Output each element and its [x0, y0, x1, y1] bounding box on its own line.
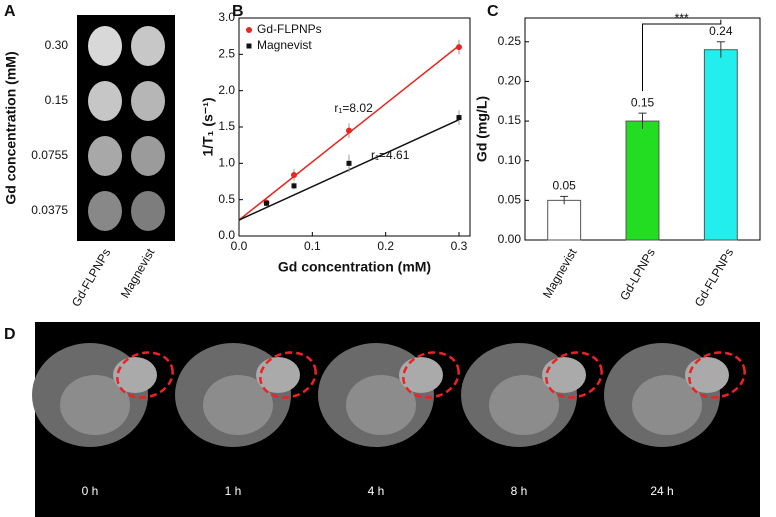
- legend-label: Gd-FLPNPs: [257, 22, 322, 36]
- y-axis-label: 1/T₁ (s⁻¹): [200, 97, 216, 156]
- tissue-core: [489, 375, 559, 435]
- significance-bracket: [642, 19, 722, 92]
- legend-label: Magnevist: [257, 38, 312, 52]
- tissue-core: [60, 375, 130, 435]
- tumor-outline: [259, 351, 317, 399]
- panel-label: D: [4, 326, 16, 343]
- tumor: [256, 357, 300, 393]
- time-label: 0 h: [82, 484, 99, 498]
- y-tick-label: 0.25: [498, 34, 522, 48]
- phantom: [131, 136, 165, 176]
- annotation: r₁=8.02: [334, 101, 373, 115]
- tissue-core: [346, 375, 416, 435]
- bar: [703, 49, 738, 241]
- tissue-core: [632, 375, 702, 435]
- phantom: [88, 81, 122, 121]
- value-label: 0.15: [631, 95, 655, 109]
- significance-label: ***: [675, 11, 689, 25]
- y-tick-label: 0.15: [498, 113, 522, 127]
- x-tick-label: 0.2: [377, 239, 394, 253]
- panel-label: C: [487, 3, 499, 20]
- tumor: [399, 357, 443, 393]
- time-label: 24 h: [650, 484, 673, 498]
- tumor: [685, 357, 729, 393]
- y-tick-label: 0.05: [498, 193, 522, 207]
- x-tick-label: Gd-FLPNPs: [692, 246, 736, 309]
- tissue-core: [203, 375, 273, 435]
- time-label: 1 h: [225, 484, 242, 498]
- row-label: 0.0755: [31, 148, 68, 162]
- y-tick-label: 1.0: [218, 156, 235, 170]
- x-axis-label: Gd concentration (mM): [278, 259, 431, 275]
- x-tick-label: 0.0: [231, 239, 248, 253]
- legend-marker: [246, 27, 252, 33]
- annotation: r₁=4.61: [371, 148, 410, 162]
- y-tick-label: 0.0: [218, 228, 235, 242]
- x-tick-label: 0.3: [451, 239, 468, 253]
- bar: [625, 120, 660, 241]
- legend-marker: [246, 43, 252, 49]
- point: [456, 44, 462, 51]
- phantom: [88, 191, 122, 231]
- row-label: 0.30: [45, 38, 69, 52]
- tumor-outline: [688, 351, 746, 399]
- point: [264, 200, 269, 206]
- phantom: [88, 136, 122, 176]
- y-tick-label: 0.5: [218, 192, 235, 206]
- tumor-outline: [116, 351, 174, 399]
- value-label: 0.05: [552, 179, 576, 193]
- y-tick-label: 3.0: [218, 10, 235, 24]
- y-tick-label: 0.10: [498, 153, 522, 167]
- y-tick-label: 2.5: [218, 47, 235, 61]
- point: [456, 115, 462, 121]
- bar: [547, 199, 582, 241]
- point: [346, 160, 352, 166]
- row-label: 0.0375: [31, 203, 68, 217]
- tumor-outline: [402, 351, 460, 399]
- y-tick-label: 1.5: [218, 119, 235, 133]
- phantom: [131, 26, 165, 66]
- tumor: [113, 357, 157, 393]
- y-tick-label: 0.00: [498, 232, 522, 246]
- row-label: 0.15: [45, 93, 69, 107]
- x-tick-label: Gd-LPNPs: [617, 246, 658, 303]
- y-axis-label: Gd concentration (mM): [3, 51, 19, 204]
- panel-label: B: [232, 3, 244, 20]
- time-label: 4 h: [368, 484, 385, 498]
- point: [346, 127, 352, 134]
- phantom: [131, 81, 165, 121]
- time-label: 8 h: [511, 484, 528, 498]
- tumor: [542, 357, 586, 393]
- y-axis-label: Gd (mg/L): [474, 96, 490, 162]
- phantom: [88, 26, 122, 66]
- phantom: [131, 191, 165, 231]
- y-tick-label: 2.0: [218, 83, 235, 97]
- tumor-outline: [545, 351, 603, 399]
- value-label: 0.24: [709, 24, 733, 38]
- point: [291, 171, 297, 178]
- y-tick-label: 0.20: [498, 74, 522, 88]
- x-tick-label: 0.1: [304, 239, 321, 253]
- column-label: Gd-FLPNPs: [69, 246, 113, 309]
- x-tick-label: Magnevist: [540, 246, 580, 301]
- column-label: Magnevist: [118, 246, 158, 301]
- point: [291, 183, 297, 189]
- panel-label: A: [4, 3, 16, 20]
